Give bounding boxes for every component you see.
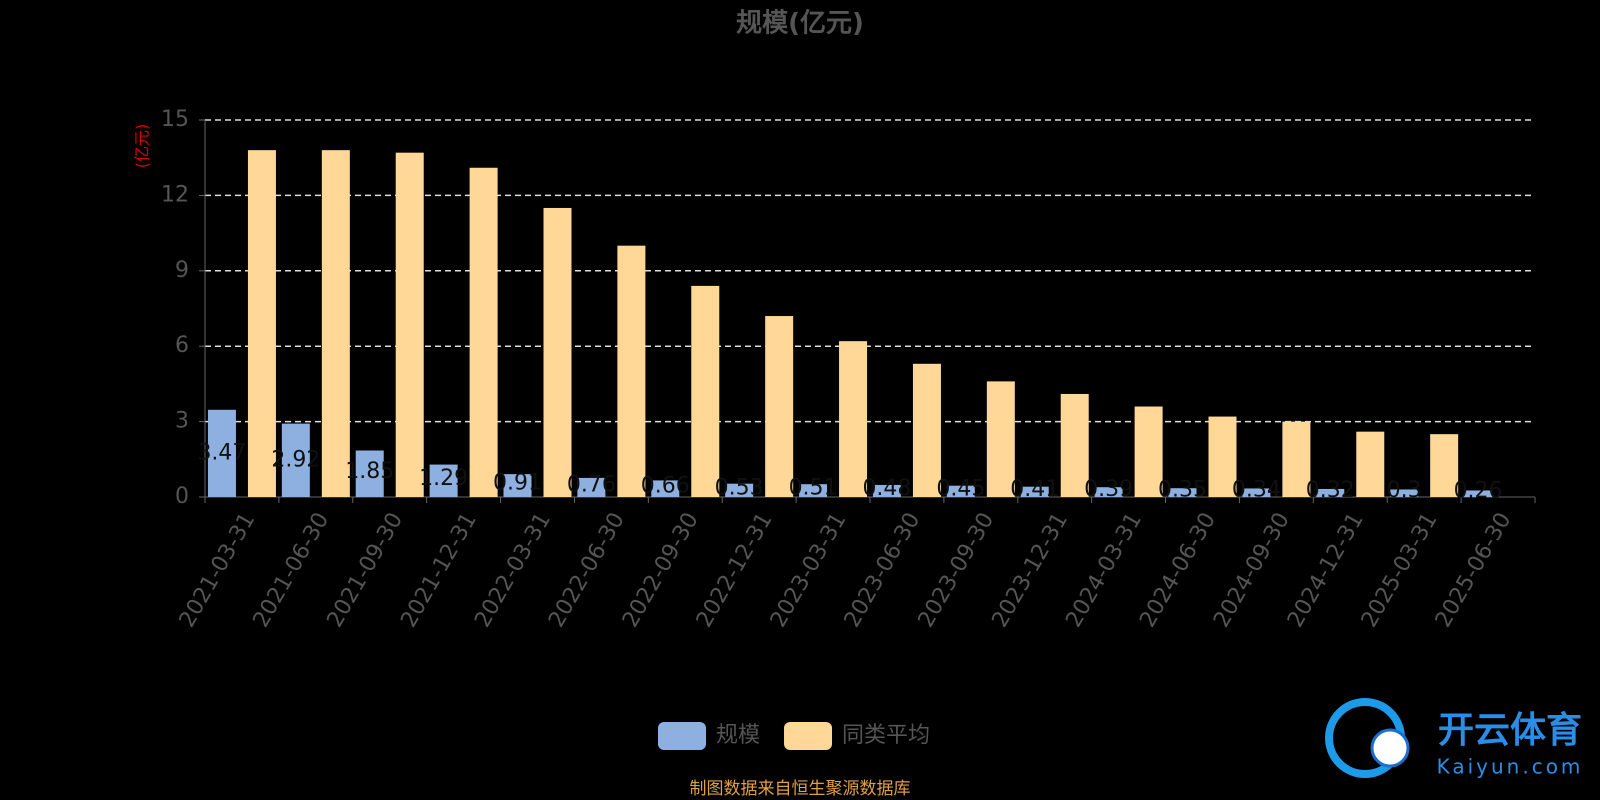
bar	[1464, 490, 1493, 497]
x-tick-label: 2021-03-31	[175, 509, 261, 632]
y-tick-label: 6	[175, 333, 189, 358]
data-label: 0.39	[1084, 477, 1133, 502]
x-tick-label: 2025-06-30	[1431, 509, 1517, 632]
bar	[946, 485, 975, 497]
bar	[872, 484, 901, 497]
bar	[247, 150, 276, 497]
bar	[1242, 488, 1271, 497]
bar	[543, 207, 572, 497]
x-tick-label: 2023-03-31	[766, 509, 852, 632]
bar	[651, 480, 680, 497]
bar	[577, 477, 606, 497]
data-label: 3.47	[197, 440, 246, 465]
bar	[207, 409, 236, 497]
x-tick-label: 2023-12-31	[988, 509, 1074, 632]
bar	[1168, 488, 1197, 497]
x-tick-label: 2022-06-30	[544, 509, 630, 632]
watermark-brand: 开云体育	[1438, 710, 1582, 751]
bar	[1020, 486, 1049, 497]
data-label: 0.45	[936, 476, 985, 501]
bar	[355, 450, 384, 497]
y-tick-label: 9	[175, 258, 189, 283]
x-tick-label: 2024-09-30	[1209, 509, 1295, 632]
x-tick-label: 2024-12-31	[1283, 509, 1369, 632]
x-tick-label: 2022-03-31	[470, 509, 556, 632]
legend-swatch	[784, 722, 833, 750]
bar	[1356, 431, 1385, 497]
bar	[1208, 416, 1237, 497]
source-note: 制图数据来自恒生聚源数据库	[690, 779, 911, 799]
bar	[691, 285, 720, 497]
watermark-site: Kaiyun.com	[1437, 755, 1584, 779]
watermark: 开云体育 Kaiyun.com	[1325, 698, 1584, 779]
bar	[912, 363, 941, 497]
bar	[281, 423, 310, 497]
data-label: 0.26	[1454, 479, 1503, 504]
y-tick-label: 3	[175, 409, 189, 434]
data-label: 0.53	[715, 475, 764, 500]
data-label: 0.34	[1232, 478, 1281, 503]
bar	[503, 474, 532, 497]
legend-label: 同类平均	[842, 723, 930, 748]
bar	[799, 484, 828, 497]
bar	[1316, 488, 1345, 497]
x-tick-label: 2022-09-30	[618, 509, 704, 632]
bar	[1282, 421, 1311, 497]
bar	[839, 341, 868, 497]
bar	[725, 483, 754, 497]
y-axis-label: (亿元)	[133, 124, 152, 169]
data-label: 1.29	[419, 466, 468, 491]
chart-title: 规模(亿元)	[736, 9, 864, 39]
x-tick-label: 2025-03-31	[1357, 509, 1443, 632]
x-tick-label: 2024-06-30	[1135, 509, 1221, 632]
data-label: 1.85	[345, 459, 394, 484]
y-tick-label: 15	[161, 107, 189, 132]
bar	[395, 152, 424, 497]
data-label: 0.32	[1306, 478, 1355, 503]
data-label: 0.48	[862, 476, 911, 501]
x-tick-label: 2021-12-31	[396, 509, 482, 632]
data-label: 0.3	[1387, 478, 1422, 503]
x-tick-label: 2021-06-30	[249, 509, 335, 632]
bar	[1430, 434, 1459, 497]
y-tick-label: 0	[175, 484, 189, 509]
x-tick-label: 2021-09-30	[323, 509, 409, 632]
bar	[986, 381, 1015, 497]
bar	[469, 167, 498, 497]
data-label: 0.35	[1158, 478, 1207, 503]
data-label: 0.51	[789, 476, 838, 501]
y-tick-label: 12	[161, 182, 189, 207]
bar	[1060, 393, 1089, 497]
x-tick-label: 2024-03-31	[1061, 509, 1147, 632]
bar	[1094, 487, 1123, 497]
x-tick-label: 2023-06-30	[840, 509, 926, 632]
bar	[1134, 406, 1163, 497]
data-label: 0.66	[641, 474, 690, 499]
data-label: 0.41	[1010, 477, 1059, 502]
bar	[617, 245, 646, 497]
bar	[765, 316, 794, 497]
bar	[429, 464, 458, 497]
bar	[321, 150, 350, 497]
logo-ball	[1370, 728, 1410, 768]
x-tick-label: 2023-09-30	[914, 509, 1000, 632]
legend-swatch	[658, 722, 706, 750]
x-tick-label: 2022-12-31	[692, 509, 778, 632]
data-label: 2.92	[271, 447, 320, 472]
data-label: 0.91	[493, 471, 542, 496]
bar	[1390, 489, 1419, 497]
legend-label: 规模	[716, 723, 760, 748]
data-label: 0.76	[567, 472, 616, 497]
